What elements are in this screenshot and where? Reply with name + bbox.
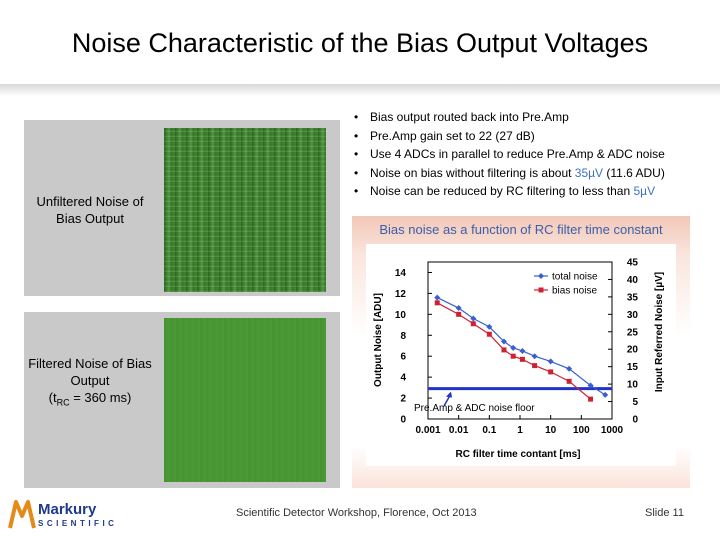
slide-title: Noise Characteristic of the Bias Output … — [71, 28, 649, 58]
data-point — [486, 331, 492, 337]
data-point — [455, 305, 462, 312]
y-tick-label: 14 — [395, 268, 407, 279]
series-line — [436, 297, 606, 396]
data-point — [500, 338, 507, 345]
y2-axis-label: Input Referred Noise [µV] — [654, 272, 665, 392]
filtered-label-sub: RC — [56, 397, 70, 408]
legend-label: total noise — [552, 272, 598, 283]
y-tick-label: 2 — [400, 394, 406, 405]
y-tick-label: 10 — [395, 310, 407, 321]
noise-chart: Output Noise [ADU] Input Referred Noise … — [366, 244, 676, 466]
x-axis-label: RC filter time contant [ms] — [455, 449, 580, 460]
y2-tick-label: 5 — [632, 397, 638, 408]
footer-text: Scientific Detector Workshop, Florence, … — [236, 507, 477, 519]
x-tick-label: 100 — [573, 425, 590, 436]
filtered-label: Filtered Noise of Bias Output (tRC = 360… — [24, 355, 156, 412]
data-point — [519, 356, 525, 362]
data-point — [456, 311, 462, 317]
y2-tick-label: 10 — [627, 380, 639, 391]
x-tick-label: 0.001 — [415, 425, 440, 436]
chart-heading: Bias noise as a function of RC filter ti… — [379, 222, 663, 237]
slide-number: Slide 11 — [645, 507, 684, 519]
bullet-item: Bias output routed back into Pre.Amp — [354, 108, 665, 127]
bullet5-highlight: 5µV — [633, 184, 656, 198]
data-point — [588, 396, 594, 402]
data-point — [434, 300, 440, 306]
logo-mark — [8, 500, 36, 529]
noise-floor-arrowhead — [446, 391, 452, 398]
title-divider — [0, 84, 720, 96]
data-point — [486, 323, 493, 330]
data-point — [470, 315, 477, 322]
y-tick-label: 12 — [395, 289, 407, 300]
x-tick-label: 0.01 — [449, 425, 469, 436]
y-tick-label: 8 — [400, 331, 406, 342]
data-point — [602, 391, 609, 398]
data-point — [547, 358, 554, 365]
y-tick-label: 6 — [400, 352, 406, 363]
y2-tick-label: 0 — [632, 415, 638, 426]
data-point — [566, 365, 573, 372]
filtered-label-line1: Filtered Noise of Bias Output — [28, 356, 152, 388]
data-point — [501, 347, 507, 353]
data-point — [587, 382, 594, 389]
y-axis-label: Output Noise [ADU] — [373, 293, 384, 387]
x-tick-label: 10 — [545, 425, 557, 436]
y-tick-label: 4 — [400, 373, 406, 384]
mercury-m-logo-icon: Markury SCIENTIFIC — [8, 500, 117, 529]
data-point — [519, 347, 526, 354]
y2-tick-label: 25 — [627, 327, 639, 338]
bullet5-text: Noise can be reduced by RC filtering to … — [370, 184, 634, 198]
bullet4-text: Noise on bias without filtering is about — [370, 165, 575, 180]
legend-label: bias noise — [552, 286, 597, 297]
logo: Markury SCIENTIFIC — [8, 496, 130, 537]
bullet4-suffix: (11.6 ADU) — [603, 165, 665, 180]
bullet-item: Use 4 ADCs in parallel to reduce Pre.Amp… — [354, 145, 665, 164]
unfiltered-noise-image — [164, 128, 326, 292]
data-point — [532, 363, 538, 369]
data-point — [531, 353, 538, 360]
data-point — [510, 353, 516, 359]
y2-tick-label: 30 — [627, 310, 639, 321]
logo-text-top: Markury — [38, 501, 97, 518]
bullet-item: Noise on bias without filtering is about… — [354, 164, 665, 183]
x-tick-label: 1000 — [601, 425, 624, 436]
filtered-label-prefix: (t — [48, 390, 57, 405]
data-point — [470, 321, 476, 327]
bullet4-highlight: 35µV — [574, 165, 604, 180]
y2-tick-label: 15 — [627, 362, 639, 373]
bullet-item: Noise can be reduced by RC filtering to … — [354, 182, 665, 201]
filtered-label-suffix: = 360 ms) — [69, 390, 132, 405]
bullet-list: Bias output routed back into Pre.Amp Pre… — [354, 108, 665, 201]
y-tick-label: 0 — [400, 415, 406, 426]
filtered-noise-image — [164, 318, 326, 482]
chart-background — [366, 244, 676, 466]
noise-floor-label: Pre.Amp & ADC noise floor — [414, 403, 535, 414]
data-point — [434, 294, 441, 301]
x-tick-label: 1 — [517, 425, 523, 436]
data-point — [548, 369, 554, 375]
logo-text-bottom: SCIENTIFIC — [38, 519, 117, 528]
y2-tick-label: 45 — [627, 258, 639, 269]
plot-area: 0.001 0.01 0.1 1 10 100 1000 0 2 4 6 8 10 12 14 0 5 10 15 2… — [395, 258, 639, 437]
data-point — [566, 378, 572, 384]
unfiltered-label: Unfiltered Noise of Bias Output — [36, 194, 144, 226]
x-tick-label: 0.1 — [482, 425, 496, 436]
bullet-item: Pre.Amp gain set to 22 (27 dB) — [354, 127, 665, 146]
y2-tick-label: 40 — [627, 275, 639, 286]
legend-marker — [538, 273, 544, 279]
data-point — [510, 344, 517, 351]
legend-marker — [538, 287, 544, 293]
y2-tick-label: 35 — [627, 292, 639, 303]
y2-tick-label: 20 — [627, 345, 639, 356]
